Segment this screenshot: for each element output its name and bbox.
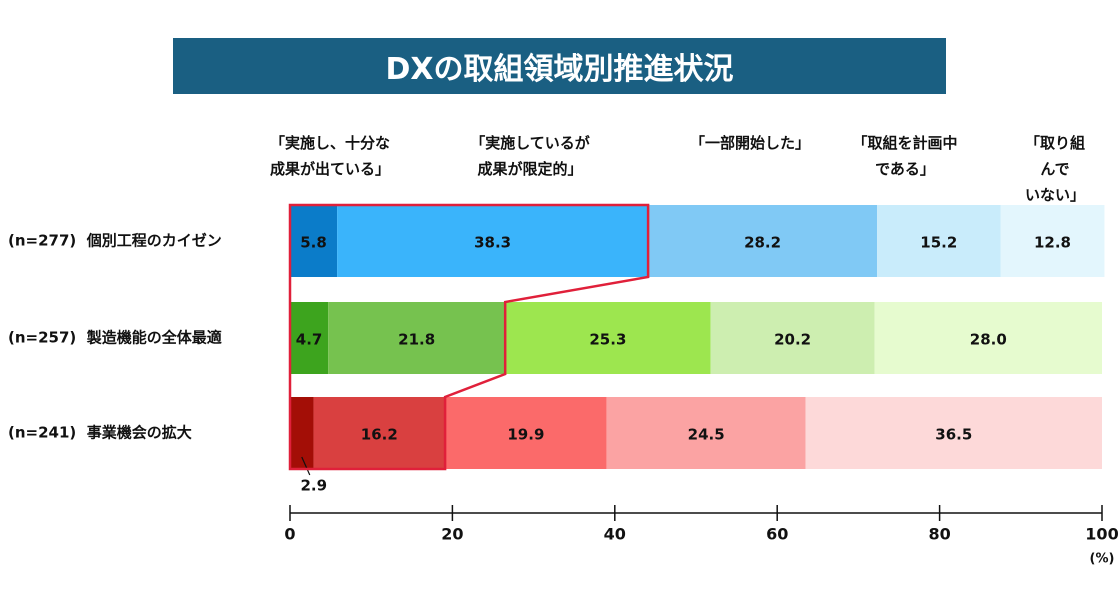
- bar-segment: [1000, 205, 1105, 277]
- bar-segment: [606, 397, 806, 469]
- value-label: 36.5: [935, 426, 972, 444]
- value-label: 28.0: [970, 331, 1007, 349]
- bar-segment: [445, 397, 607, 469]
- legend-label: 「取組を計画中 である」: [852, 134, 958, 178]
- bar-segment: [313, 397, 446, 469]
- category-label: (n=257) 製造機能の全体最適: [8, 329, 222, 347]
- bar-segment: [805, 397, 1102, 469]
- bar-segment: [328, 302, 506, 374]
- category-label: (n=241) 事業機会の拡大: [8, 424, 192, 442]
- category-label: (n=277) 個別工程のカイゼン: [8, 232, 222, 250]
- bar-segment: [337, 205, 649, 277]
- value-label: 28.2: [744, 234, 781, 252]
- value-label: 15.2: [920, 234, 957, 252]
- leader-line: [301, 456, 311, 476]
- legend-label: 「一部開始した」: [689, 134, 811, 152]
- value-label: 19.9: [507, 426, 544, 444]
- legend-label: 「取り組んで いない」: [1024, 134, 1085, 204]
- x-tick-label: 20: [441, 525, 463, 544]
- value-label: 24.5: [688, 426, 725, 444]
- bar-segment: [710, 302, 875, 374]
- bar-segment: [648, 205, 878, 277]
- bar-segment: [290, 205, 338, 277]
- value-label: 2.9: [300, 477, 327, 495]
- value-label: 12.8: [1034, 234, 1071, 252]
- value-label: 16.2: [361, 426, 398, 444]
- chart-title: DXの取組領域別推進状況: [173, 38, 946, 94]
- x-tick-label: 100: [1085, 525, 1118, 544]
- value-label: 20.2: [774, 331, 811, 349]
- value-label: 4.7: [296, 331, 323, 349]
- highlight-outline: [288, 203, 650, 471]
- x-tick-label: 40: [604, 525, 626, 544]
- bar-segment: [290, 397, 314, 469]
- legend-label: 「実施しているが 成果が限定的」: [470, 134, 590, 178]
- axis-unit: (%): [1090, 552, 1115, 567]
- value-label: 5.8: [300, 234, 327, 252]
- bar-segment: [877, 205, 1001, 277]
- x-tick-label: 0: [284, 525, 295, 544]
- bar-segment: [874, 302, 1102, 374]
- x-tick-label: 80: [928, 525, 950, 544]
- x-tick-label: 60: [766, 525, 788, 544]
- bar-segment: [290, 302, 329, 374]
- bar-segment: [505, 302, 711, 374]
- legend-label: 「実施し、十分な 成果が出ている」: [269, 134, 391, 178]
- value-label: 21.8: [398, 331, 435, 349]
- value-label: 38.3: [474, 234, 511, 252]
- value-label: 25.3: [589, 331, 626, 349]
